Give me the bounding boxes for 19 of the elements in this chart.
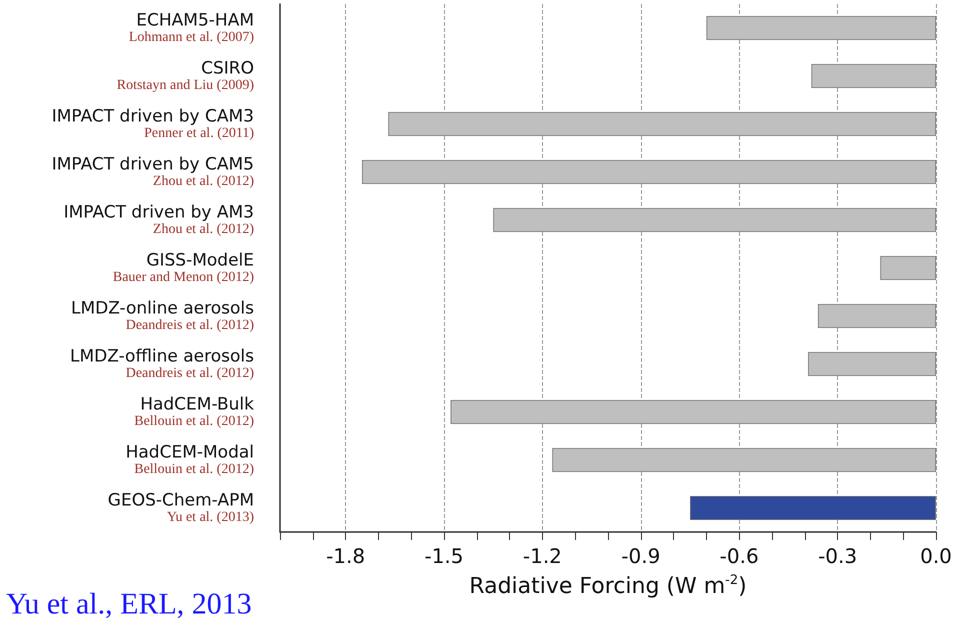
x-tick-label: -0.6	[720, 544, 759, 568]
y-tick-label: CSIRO Rotstayn and Liu (2009)	[116, 58, 254, 93]
x-tick-label: -1.8	[326, 544, 366, 568]
y-tick-label: LMDZ-online aerosols Deandreis et al. (2012)	[70, 298, 254, 333]
y-tick-label: IMPACT driven by AM3 Zhou et al. (2012)	[64, 202, 254, 237]
y-tick-label: GEOS-Chem-APM Yu et al. (2013)	[108, 490, 254, 525]
y-tick-label: IMPACT driven by CAM3 Penner et al. (2011)	[52, 106, 254, 141]
x-tick-label: -1.2	[522, 544, 562, 568]
y-tick-label: GISS-ModelE Bauer and Menon (2012)	[112, 250, 254, 285]
y-tick-label: HadCEM-Modal Bellouin et al. (2012)	[126, 442, 254, 477]
x-tick-label: -0.3	[818, 544, 858, 568]
text: Yu et al., ERL, 2013	[6, 588, 252, 620]
y-tick-label: ECHAM5-HAM Lohmann et al. (2007)	[128, 10, 254, 45]
y-tick-label: LMDZ-offline aerosols Deandreis et al. (2012)	[70, 346, 254, 381]
y-tick-label: IMPACT driven by CAM5 Zhou et al. (2012)	[52, 154, 254, 189]
x-tick-label: -0.9	[621, 544, 660, 568]
x-tick-label: -1.5	[424, 544, 464, 568]
x-tick-label: 0.0	[920, 544, 952, 568]
y-tick-label: HadCEM-Bulk Bellouin et al. (2012)	[134, 394, 254, 429]
